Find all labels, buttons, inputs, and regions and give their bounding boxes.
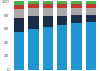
Bar [28,4,39,8]
Bar [43,1,53,4]
Bar [57,1,67,4]
Bar [86,15,96,22]
Bar [43,8,53,16]
Bar [71,23,82,70]
Bar [28,29,39,70]
Bar [71,15,82,23]
Bar [86,4,96,8]
Bar [71,8,82,15]
Bar [28,16,39,29]
Bar [14,9,24,18]
Bar [57,25,67,70]
Bar [28,1,39,4]
Bar [71,4,82,8]
Bar [57,4,67,8]
Bar [57,16,67,25]
Bar [28,8,39,16]
Bar [14,1,24,5]
Bar [14,5,24,9]
Bar [86,1,96,4]
Bar [43,27,53,70]
Bar [71,1,82,4]
Bar [43,16,53,27]
Bar [57,8,67,16]
Bar [86,22,96,70]
Bar [86,8,96,15]
Bar [43,4,53,8]
Bar [14,18,24,32]
Bar [14,32,24,70]
